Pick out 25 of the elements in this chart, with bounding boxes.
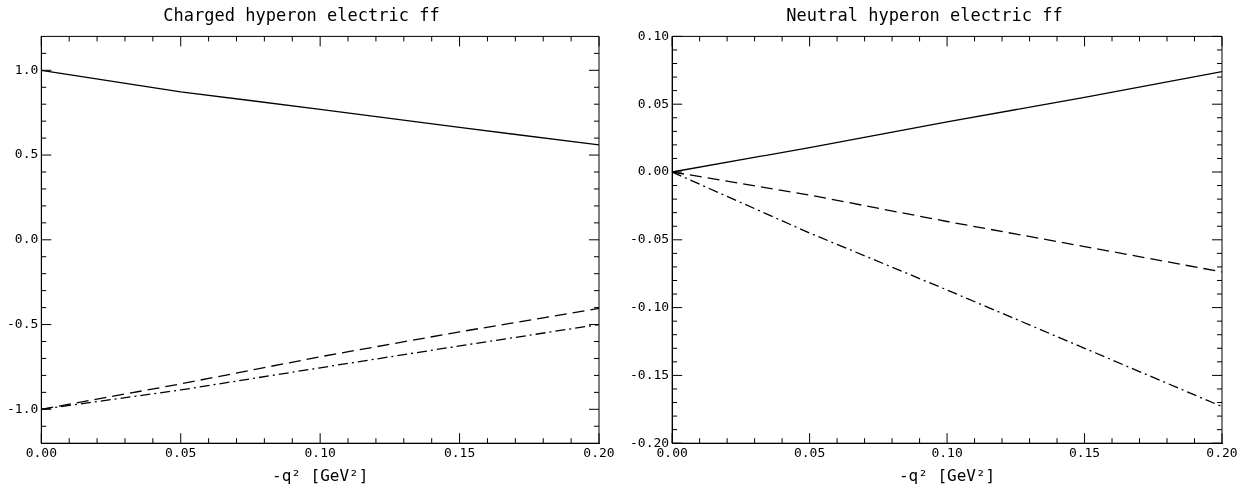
y-tick-label: 0.0 — [14, 231, 39, 247]
x-tick-label: 0.15 — [443, 445, 476, 461]
y-tick-label: -0.5 — [6, 315, 39, 331]
x-tick-label: 0.05 — [793, 445, 826, 461]
x-tick-label: 0.20 — [583, 445, 615, 461]
x-tick-label: 0.20 — [1206, 445, 1238, 461]
x-tick-label: 0.00 — [25, 445, 57, 461]
x-axis-title: -q² [GeV²] — [271, 465, 369, 485]
x-tick-label: 0.00 — [656, 445, 688, 461]
y-tick-label: 1.0 — [14, 61, 39, 77]
y-tick-label: -1.0 — [6, 400, 39, 416]
y-tick-label: 0.05 — [637, 95, 670, 111]
x-axis-title: -q² [GeV²] — [898, 465, 996, 485]
y-tick-label: 0.10 — [637, 27, 670, 43]
x-tick-label: 0.15 — [1068, 445, 1101, 461]
x-tick-label: 0.10 — [304, 445, 336, 461]
y-tick-label: 0.00 — [637, 163, 670, 179]
chart-title: Neutral hyperon electric ff — [786, 4, 1063, 25]
x-tick-label: 0.10 — [931, 445, 963, 461]
chart-title: Charged hyperon electric ff — [163, 4, 440, 25]
y-tick-label: -0.05 — [629, 231, 670, 247]
y-tick-label: 0.5 — [14, 146, 39, 162]
x-tick-label: 0.05 — [165, 445, 197, 461]
y-tick-label: -0.10 — [629, 298, 670, 314]
y-tick-label: -0.15 — [629, 366, 670, 382]
